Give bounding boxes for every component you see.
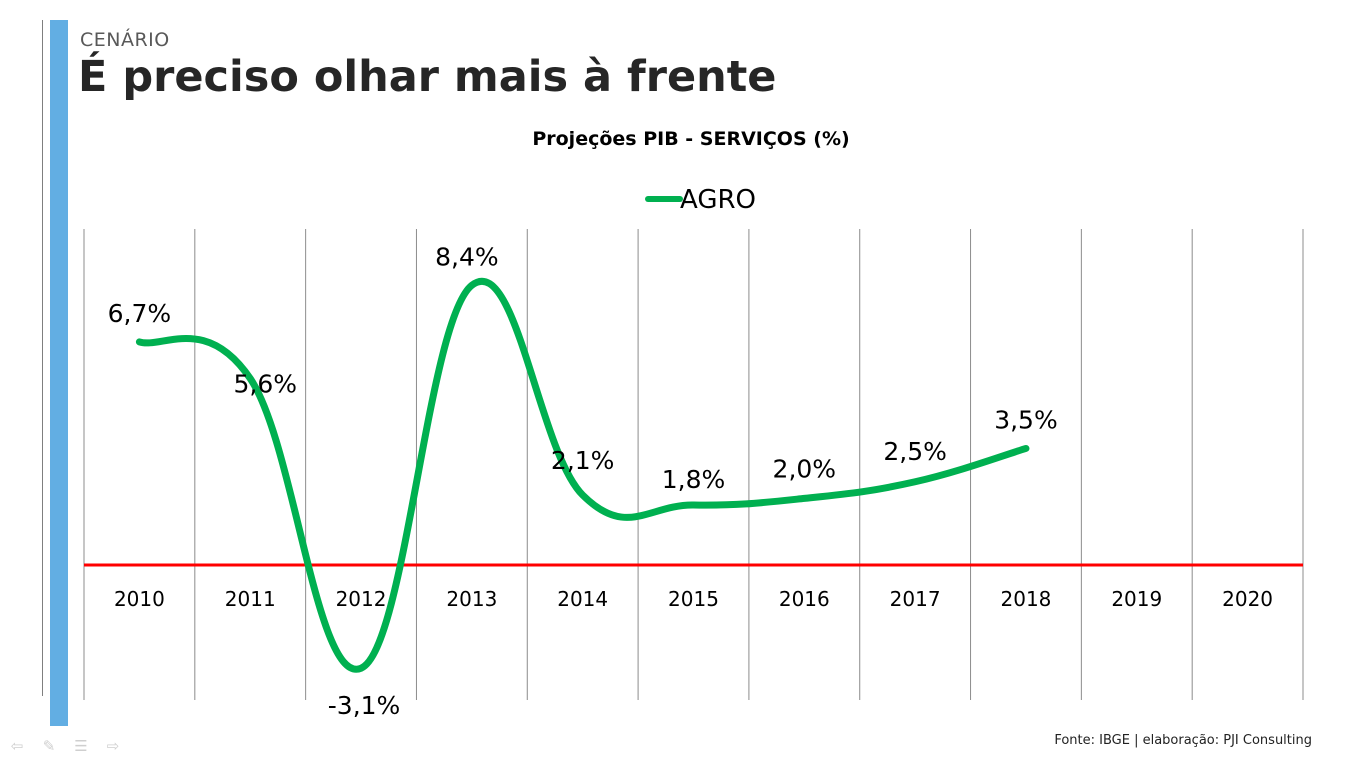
data-label: 5,6% (233, 370, 297, 399)
x-tick-label: 2015 (668, 587, 719, 611)
x-tick-label: 2010 (114, 587, 165, 611)
data-label: 8,4% (435, 242, 499, 271)
chart-title: Projeções PIB - SERVIÇOS (%) (532, 128, 849, 150)
data-label: 2,0% (773, 454, 837, 483)
x-tick-label: 2014 (557, 587, 608, 611)
x-axis-ticks: 2010 2011 2012 2013 2014 2015 2016 2017 2018 2019… (114, 587, 1273, 611)
data-label: 2,5% (883, 437, 947, 466)
slide-left-rule (42, 20, 43, 696)
legend-label: AGRO (680, 185, 756, 215)
slide-nav: ⇦ ✎ ☰ ⇨ (8, 738, 122, 754)
forward-arrow-icon[interactable]: ⇨ (106, 737, 120, 755)
pen-icon[interactable]: ✎ (42, 737, 56, 755)
x-tick-label: 2013 (446, 587, 497, 611)
data-labels: 6,7% 5,6% -3,1% 8,4% 2,1% 1,8% 2,0% 2,5% 3,5% (108, 242, 1058, 720)
section-label: CENÁRIO (80, 29, 170, 51)
data-label: -3,1% (328, 691, 401, 720)
series-line-agro (135, 278, 1030, 673)
x-tick-label: 2016 (779, 587, 830, 611)
x-tick-label: 2018 (1001, 587, 1052, 611)
slide-accent-bar (50, 20, 68, 726)
data-label: 3,5% (994, 405, 1058, 434)
slide-title: É preciso olhar mais à frente (78, 52, 777, 102)
x-tick-label: 2020 (1222, 587, 1273, 611)
x-tick-label: 2017 (890, 587, 941, 611)
series-agro (135, 278, 1030, 673)
data-label: 6,7% (108, 299, 172, 328)
x-tick-label: 2011 (225, 587, 276, 611)
data-label: 1,8% (662, 465, 726, 494)
x-tick-label: 2019 (1111, 587, 1162, 611)
data-label: 2,1% (551, 446, 615, 475)
x-tick-label: 2012 (336, 587, 387, 611)
source-note: Fonte: IBGE | elaboração: PJI Consulting (1054, 733, 1312, 748)
back-arrow-icon[interactable]: ⇦ (10, 737, 24, 755)
menu-icon[interactable]: ☰ (74, 737, 88, 755)
